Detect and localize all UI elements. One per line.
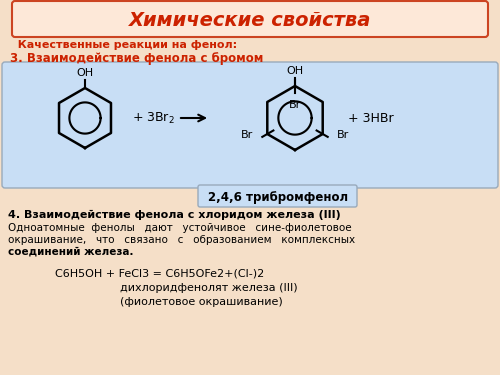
- Text: дихлоридфенолят железа (III): дихлоридфенолят железа (III): [120, 283, 298, 293]
- Text: OH: OH: [286, 66, 304, 76]
- Text: Качественные реакции на фенол:: Качественные реакции на фенол:: [10, 40, 237, 50]
- Text: 3. Взаимодействие фенола с бромом: 3. Взаимодействие фенола с бромом: [10, 52, 264, 65]
- Text: (фиолетовое окрашивание): (фиолетовое окрашивание): [120, 297, 283, 307]
- Text: Br: Br: [289, 100, 301, 110]
- Text: C6H5OH + FeCl3 = C6H5OFe2+(Cl-)2: C6H5OH + FeCl3 = C6H5OFe2+(Cl-)2: [55, 268, 264, 278]
- Text: окрашивание,   что   связано   с   образованием   комплексных: окрашивание, что связано с образованием …: [8, 235, 355, 245]
- Text: Br: Br: [336, 130, 349, 140]
- FancyBboxPatch shape: [2, 62, 498, 188]
- Text: + 3HBr: + 3HBr: [348, 111, 394, 125]
- Text: Одноатомные  фенолы   дают   устойчивое   сине-фиолетовое: Одноатомные фенолы дают устойчивое сине-…: [8, 223, 352, 233]
- Text: соединений железа.: соединений железа.: [8, 247, 134, 257]
- FancyBboxPatch shape: [12, 1, 488, 37]
- Text: 4. Взаимодействие фенола с хлоридом железа (III): 4. Взаимодействие фенола с хлоридом желе…: [8, 210, 341, 220]
- Text: Br: Br: [241, 130, 254, 140]
- Text: + 3Br$_2$: + 3Br$_2$: [132, 111, 175, 126]
- Text: OH: OH: [76, 68, 94, 78]
- Text: Химические свойства: Химические свойства: [129, 10, 371, 30]
- FancyBboxPatch shape: [198, 185, 357, 207]
- Text: 2,4,6 трибромфенол: 2,4,6 трибромфенол: [208, 190, 348, 204]
